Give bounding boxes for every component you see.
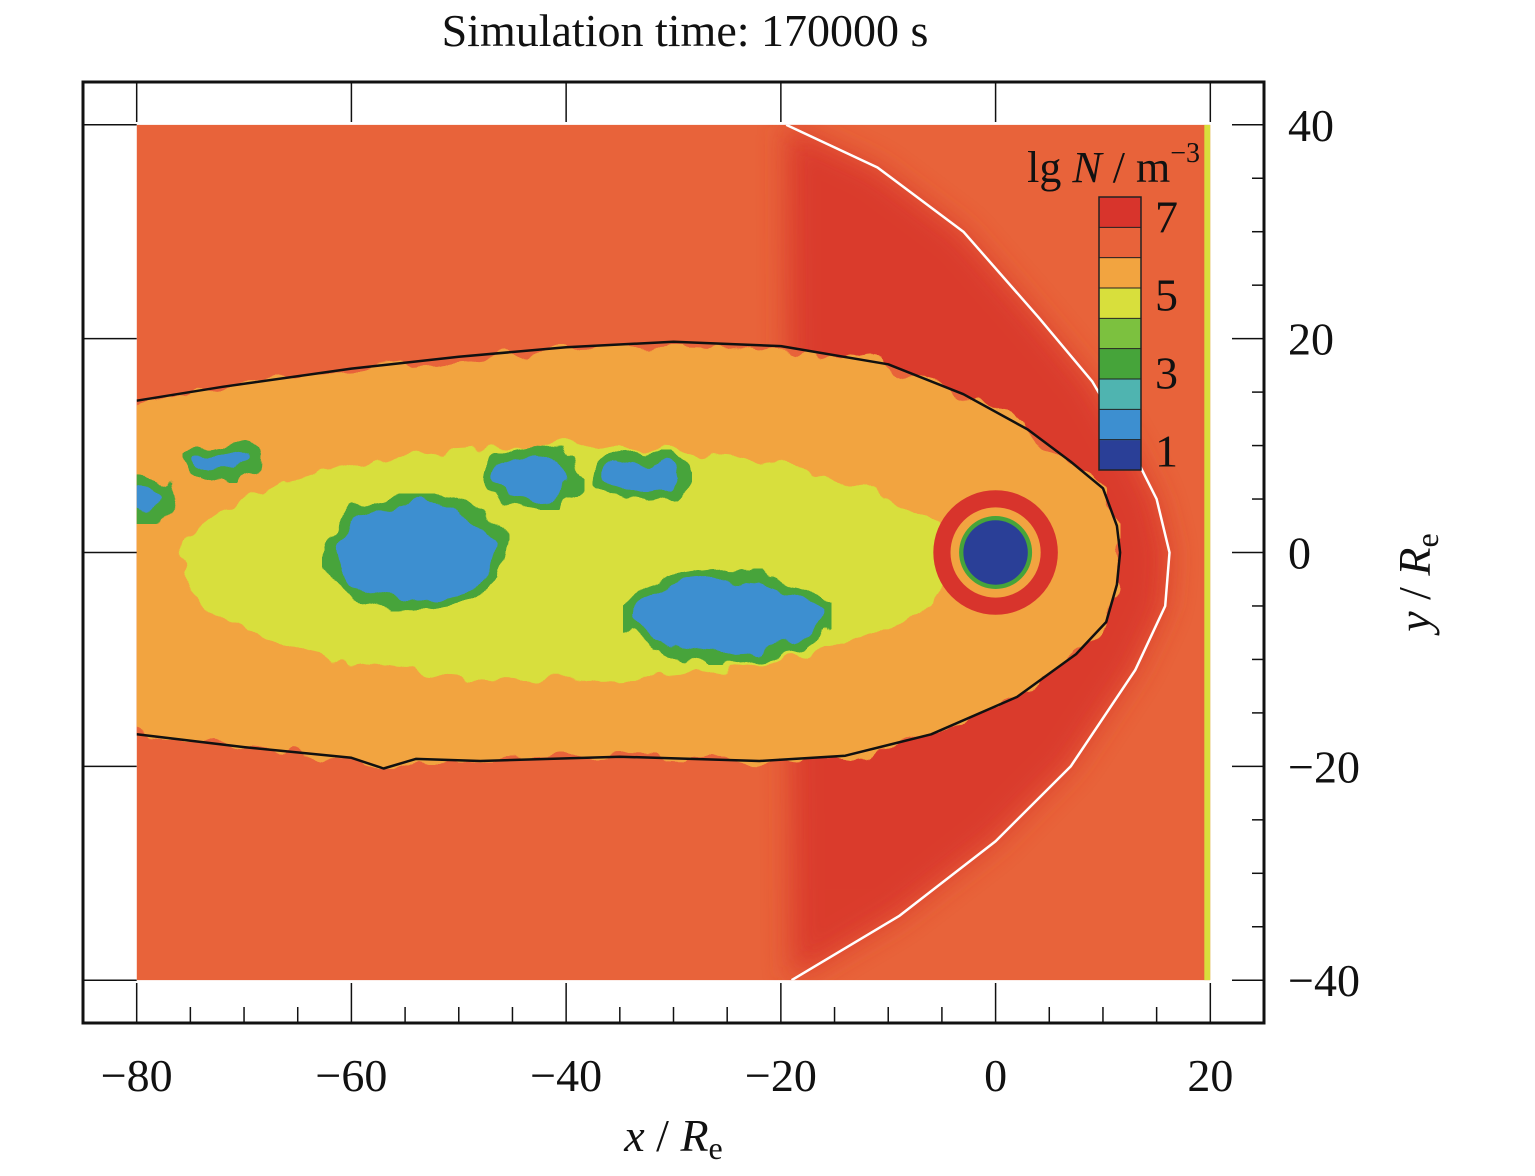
y-axis-label-separator: / — [1389, 576, 1440, 612]
colorbar-segment — [1099, 348, 1141, 380]
colorbar-frame — [1098, 196, 1142, 471]
colorbar-segment — [1099, 257, 1141, 289]
low-density-patch — [335, 504, 497, 601]
colorbar-label-unit: / m — [1102, 143, 1170, 192]
y-axis-label-symbol: y — [1389, 611, 1440, 636]
colorbar-label-exp: −3 — [1170, 138, 1200, 169]
y-tick-label: −40 — [1288, 955, 1360, 1006]
chart-title: Simulation time: 170000 s — [441, 5, 929, 56]
colorbar-segment — [1099, 227, 1141, 259]
colorbar: 1 3 5 7 — [1098, 192, 1178, 477]
y-tick-label: −20 — [1288, 741, 1360, 792]
x-tick-label: −20 — [745, 1050, 817, 1101]
low-density-patch — [496, 456, 572, 500]
colorbar-label-symbol: N — [1071, 143, 1104, 192]
x-axis-label-separator: / — [645, 1110, 681, 1161]
x-axis-label-unit: R — [679, 1110, 708, 1161]
colorbar-segment — [1099, 409, 1141, 441]
colorbar-tick-label: 1 — [1155, 426, 1178, 477]
x-tick-label: 0 — [984, 1050, 1007, 1101]
x-tick-label: −80 — [101, 1050, 173, 1101]
bow-shock-line — [785, 124, 1171, 981]
low-density-patch — [136, 485, 164, 513]
y-axis: −40 −20 0 20 40 — [83, 100, 1360, 1006]
colorbar-tick-label: 3 — [1155, 348, 1178, 399]
x-axis: −80 −60 −40 −20 0 20 — [101, 82, 1233, 1101]
y-tick-label: 0 — [1288, 528, 1311, 579]
colorbar-segment — [1099, 318, 1141, 350]
colorbar-segment — [1099, 439, 1141, 471]
colorbar-label-prefix: lg — [1027, 143, 1072, 192]
low-density-patch — [603, 460, 679, 495]
colorbar-segment — [1099, 197, 1141, 228]
x-axis-label-unit-sub: e — [709, 1130, 723, 1166]
x-tick-label: 20 — [1187, 1050, 1233, 1101]
y-tick-label: 20 — [1288, 314, 1334, 365]
y-axis-label-unit-sub: e — [1409, 533, 1445, 547]
colorbar-tick-label: 7 — [1155, 192, 1178, 243]
colorbar-segment — [1099, 288, 1141, 319]
y-axis-label: y / Re — [1389, 533, 1445, 636]
earth-core — [963, 520, 1028, 585]
low-density-patch — [635, 579, 819, 655]
colorbar-tick-label: 5 — [1155, 270, 1178, 321]
colorbar-label: lg N / m−3 — [1027, 138, 1200, 192]
x-axis-label-symbol: x — [623, 1110, 645, 1161]
x-tick-label: −40 — [530, 1050, 602, 1101]
x-tick-label: −60 — [315, 1050, 387, 1101]
y-axis-label-unit: R — [1389, 547, 1440, 576]
plot-area — [81, 80, 1266, 1025]
colorbar-segment — [1099, 379, 1141, 410]
x-axis-label: x / Re — [623, 1110, 723, 1166]
low-density-patch — [195, 450, 250, 473]
boundary-strip — [1204, 124, 1211, 981]
y-tick-label: 40 — [1288, 100, 1334, 151]
magnetopause-line — [136, 340, 1122, 770]
density-field — [136, 124, 1211, 981]
